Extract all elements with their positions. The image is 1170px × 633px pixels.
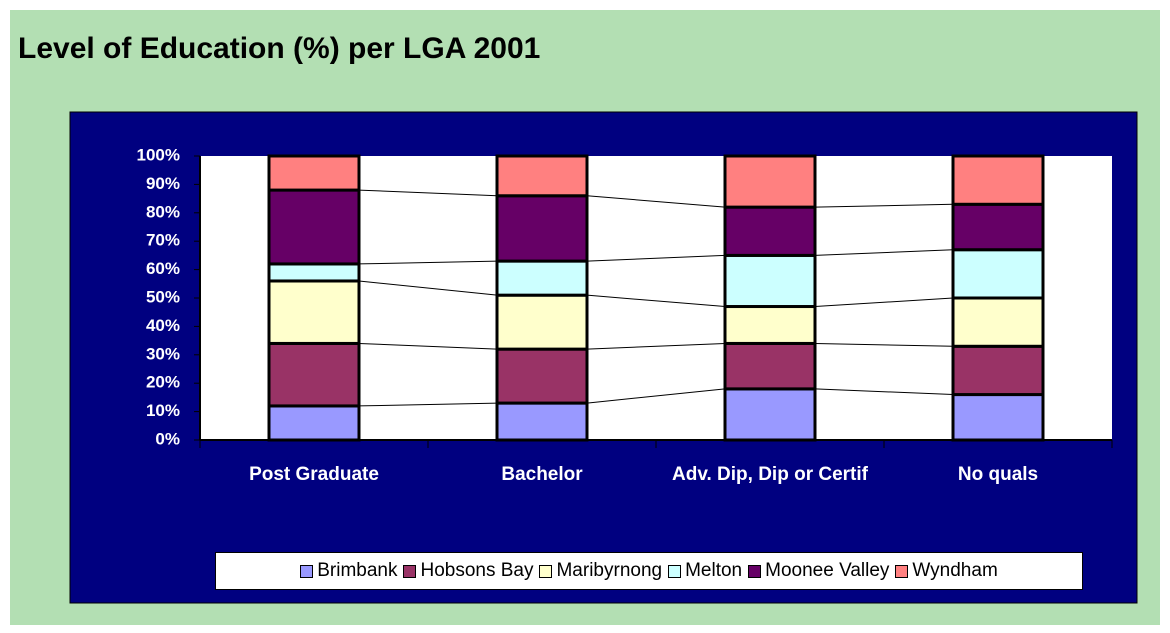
bar-segment (267, 341, 361, 408)
series-line (586, 342, 726, 350)
series-line (358, 189, 498, 197)
y-tick-label: 60% (146, 259, 180, 278)
bar-segment (723, 154, 817, 209)
legend-swatch (748, 564, 762, 578)
x-tick-label: Bachelor (501, 464, 583, 485)
series-line (814, 249, 954, 256)
legend-item: Melton (668, 560, 742, 582)
bar-segment (723, 305, 817, 345)
bar-segment (267, 188, 361, 266)
legend-item: Brimbank (300, 560, 397, 582)
bar-segment (495, 401, 589, 442)
series-line (814, 297, 954, 308)
y-tick-label: 70% (146, 231, 180, 250)
y-tick-label: 30% (146, 344, 180, 363)
bar-segment (267, 279, 361, 345)
bar-segment (495, 293, 589, 351)
y-tick-label: 10% (146, 401, 180, 420)
legend-item: Hobsons Bay (403, 560, 533, 582)
bar-segment (495, 194, 589, 263)
legend-swatch (668, 564, 682, 578)
legend-item: Moonee Valley (748, 560, 889, 582)
x-tick-label: Post Graduate (249, 464, 379, 485)
series-line (358, 280, 498, 296)
legend-label: Brimbank (317, 560, 398, 581)
y-tick-label: 40% (146, 316, 180, 335)
y-tick-label: 0% (155, 429, 180, 448)
series-line (358, 260, 498, 265)
bar-segment (951, 154, 1045, 206)
bar-segment (267, 154, 361, 192)
y-tick-label: 50% (146, 287, 180, 306)
legend-swatch (895, 564, 909, 578)
y-tick-label: 80% (146, 202, 180, 221)
y-tick-label: 100% (137, 145, 180, 164)
x-tick-label: Adv. Dip, Dip or Certif (672, 464, 868, 485)
y-tick-label: 20% (146, 373, 180, 392)
legend-label: Moonee Valley (765, 560, 890, 581)
legend-swatch (539, 564, 553, 578)
legend-swatch (300, 564, 314, 578)
x-tick-label: No quals (957, 464, 1039, 485)
bar-segment (495, 347, 589, 405)
y-tick-label: 90% (146, 174, 180, 193)
series-line (814, 203, 954, 208)
series-line (586, 254, 726, 262)
bar-segment (267, 404, 361, 442)
bar-segment (495, 259, 589, 297)
bar-segment (723, 387, 817, 442)
legend-swatch (403, 564, 417, 578)
legend-item: Wyndham (895, 560, 998, 582)
bar-segment (951, 344, 1045, 397)
bar-segment (267, 262, 361, 283)
series-line (814, 342, 954, 347)
bar-segment (951, 202, 1045, 252)
bar-segment (495, 154, 589, 198)
bar-segment (951, 296, 1045, 348)
bar-segment (951, 248, 1045, 300)
series-line (358, 342, 498, 350)
series-line (586, 388, 726, 404)
legend-label: Maribyrnong (556, 560, 663, 581)
series-line (586, 195, 726, 208)
series-line (586, 294, 726, 308)
legend-label: Hobsons Bay (420, 560, 534, 581)
legend-label: Melton (685, 560, 743, 581)
series-line (814, 388, 954, 396)
legend-item: Maribyrnong (539, 560, 662, 582)
bar-segment (723, 205, 817, 257)
bar-segment (723, 341, 817, 391)
series-line (358, 402, 498, 407)
legend-label: Wyndham (912, 560, 998, 581)
bar-segment (951, 393, 1045, 442)
chart-title: Level of Education (%) per LGA 2001 (18, 32, 540, 65)
legend: Brimbank Hobsons Bay Maribyrnong Melton Moon… (215, 552, 1083, 590)
bar-segment (723, 253, 817, 309)
